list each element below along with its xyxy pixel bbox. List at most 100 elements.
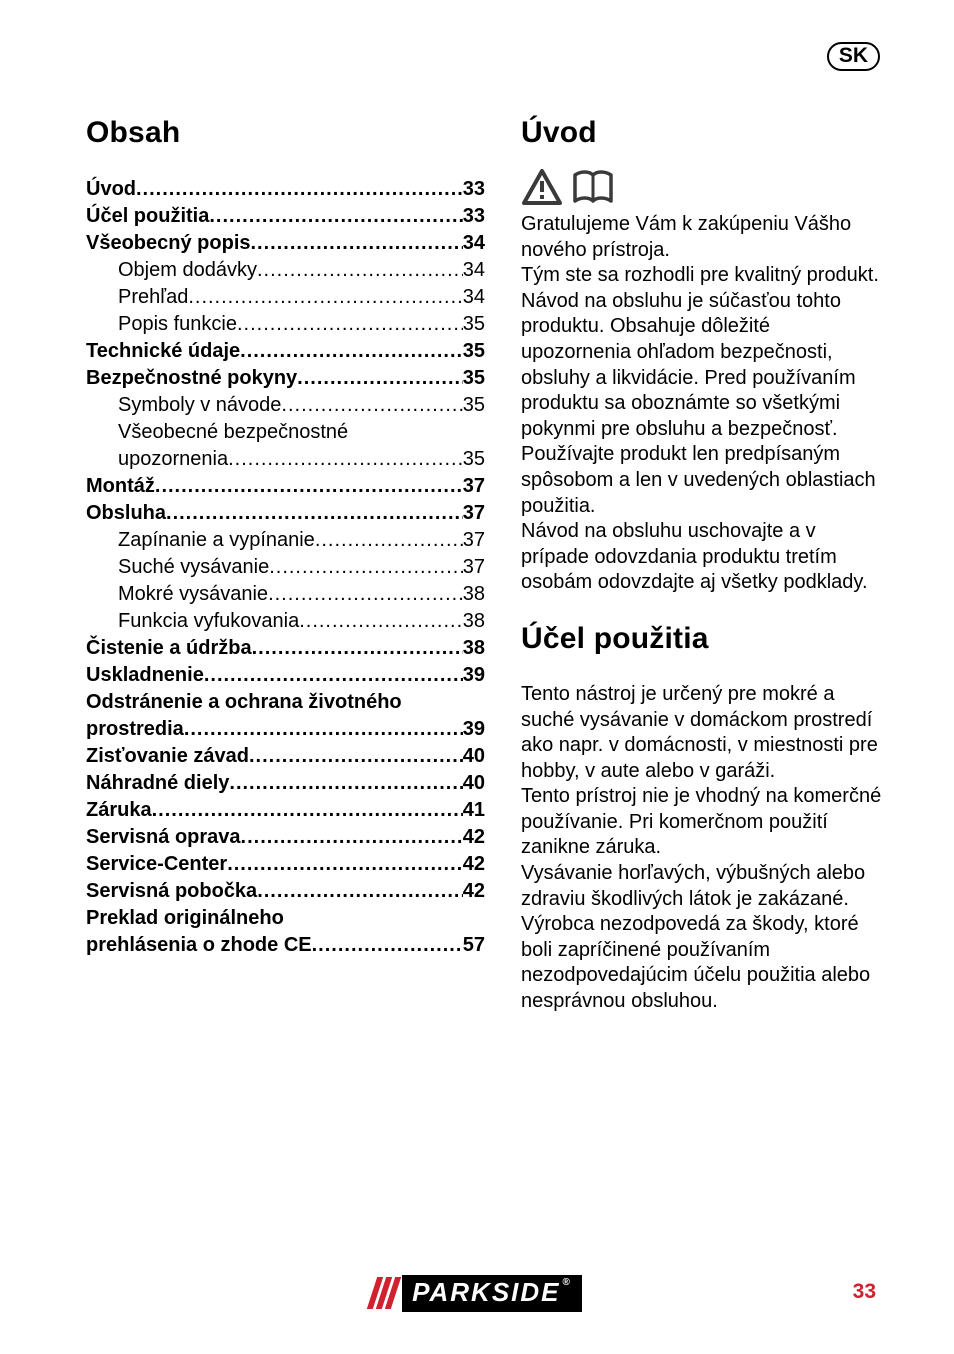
toc-page: 33 <box>463 176 485 203</box>
toc-sub-entry: Popis funkcie 35 <box>86 311 485 338</box>
toc-label: Zapínanie a vypínanie <box>118 527 315 554</box>
toc-label: Zisťovanie závad <box>86 743 249 770</box>
toc-leader <box>155 473 463 500</box>
toc-sub-entry: Všeobecné bezpečnostné <box>86 419 485 446</box>
toc-page: 38 <box>463 635 485 662</box>
warning-icon <box>521 168 563 206</box>
toc-leader <box>257 878 463 905</box>
toc-leader <box>237 311 463 338</box>
toc-main-entry: Čistenie a údržba 38 <box>86 635 485 662</box>
toc-page: 40 <box>463 743 485 770</box>
toc-page: 37 <box>463 473 485 500</box>
toc-main-entry: Technické údaje35 <box>86 338 485 365</box>
toc-page: 35 <box>463 365 485 392</box>
toc-main-entry: Preklad originálneho <box>86 905 485 932</box>
purpose-paragraph: Tento nástroj je určený pre mokré a such… <box>521 682 884 1015</box>
manual-icon <box>571 169 615 205</box>
page-root: SK Obsah Úvod33Účel použitia33Všeobecný … <box>0 0 954 1354</box>
toc-main-entry: Service-Center 42 <box>86 851 485 878</box>
toc-page: 34 <box>463 284 485 311</box>
content-columns: Obsah Úvod33Účel použitia33Všeobecný pop… <box>86 116 884 1015</box>
toc-label: Popis funkcie <box>118 311 237 338</box>
toc-page: 35 <box>463 311 485 338</box>
toc-leader <box>204 662 463 689</box>
toc-leader <box>241 824 463 851</box>
toc-page: 35 <box>463 392 485 419</box>
toc-main-entry: Zisťovanie závad 40 <box>86 743 485 770</box>
toc-page: 34 <box>463 257 485 284</box>
toc-leader <box>315 527 463 554</box>
toc-leader <box>227 851 463 878</box>
toc-leader <box>184 716 463 743</box>
toc-page: 42 <box>463 851 485 878</box>
toc-page: 39 <box>463 662 485 689</box>
brand-wordmark: PARKSIDE® <box>402 1275 582 1312</box>
toc-leader <box>249 743 463 770</box>
toc-label: Obsluha <box>86 500 166 527</box>
toc-page: 38 <box>463 608 485 635</box>
toc-page: 34 <box>463 230 485 257</box>
toc-label: prehlásenia o zhode CE <box>86 932 312 959</box>
toc-label: Service-Center <box>86 851 227 878</box>
toc-leader <box>166 500 463 527</box>
table-of-contents: Úvod 33 Účel použitia 33 Všeobecný popis 34 Ob… <box>86 176 485 959</box>
toc-label: Prehľad <box>118 284 188 311</box>
toc-main-entry: Účel použitia 33 <box>86 203 485 230</box>
toc-leader <box>299 608 463 635</box>
toc-label: upozornenia <box>118 446 228 473</box>
toc-leader <box>257 257 463 284</box>
uvod-heading: Úvod <box>521 116 884 150</box>
toc-page: 57 <box>463 932 485 959</box>
toc-label: Bezpečnostné pokyny <box>86 365 297 392</box>
toc-label: Náhradné diely <box>86 770 229 797</box>
intro-paragraph: Gratulujeme Vám k zakúpeniu Vášho nového… <box>521 212 884 596</box>
right-column: Úvod Gratulujeme Vám k zakúpeniu Vášho n… <box>521 116 884 1015</box>
toc-label: Čistenie a údržba <box>86 635 252 662</box>
toc-sub-entry: Funkcia vyfukovania 38 <box>86 608 485 635</box>
toc-label: Preklad originálneho <box>86 905 284 932</box>
toc-page: 42 <box>463 878 485 905</box>
toc-leader <box>312 932 463 959</box>
toc-label: Všeobecné bezpečnostné <box>118 419 348 446</box>
toc-leader <box>251 230 463 257</box>
toc-leader <box>152 797 463 824</box>
toc-sub-entry: Zapínanie a vypínanie37 <box>86 527 485 554</box>
toc-main-entry: Záruka 41 <box>86 797 485 824</box>
toc-leader <box>252 635 463 662</box>
locale-badge: SK <box>827 42 880 71</box>
toc-label: Servisná pobočka <box>86 878 257 905</box>
toc-label: Všeobecný popis <box>86 230 251 257</box>
toc-sub-entry: upozornenia35 <box>86 446 485 473</box>
toc-leader <box>297 365 463 392</box>
toc-main-entry: Odstránenie a ochrana životného <box>86 689 485 716</box>
toc-sub-entry: Prehľad 34 <box>86 284 485 311</box>
toc-page: 33 <box>463 203 485 230</box>
toc-main-entry: Bezpečnostné pokyny 35 <box>86 365 485 392</box>
toc-label: Mokré vysávanie <box>118 581 268 608</box>
toc-label: prostredia <box>86 716 184 743</box>
toc-page: 39 <box>463 716 485 743</box>
toc-main-entry: Servisná pobočka 42 <box>86 878 485 905</box>
toc-main-entry: Obsluha 37 <box>86 500 485 527</box>
brand-logo: PARKSIDE® <box>372 1276 582 1310</box>
toc-label: Montáž <box>86 473 155 500</box>
footer: PARKSIDE® <box>0 1276 954 1310</box>
toc-leader <box>228 446 463 473</box>
toc-leader <box>209 203 462 230</box>
toc-label: Účel použitia <box>86 203 209 230</box>
toc-sub-entry: Symboly v návode35 <box>86 392 485 419</box>
toc-page: 42 <box>463 824 485 851</box>
toc-label: Suché vysávanie <box>118 554 269 581</box>
toc-main-entry: Všeobecný popis 34 <box>86 230 485 257</box>
toc-page: 37 <box>463 500 485 527</box>
toc-main-entry: Uskladnenie 39 <box>86 662 485 689</box>
toc-label: Servisná oprava <box>86 824 241 851</box>
toc-label: Úvod <box>86 176 136 203</box>
toc-label: Funkcia vyfukovania <box>118 608 299 635</box>
toc-label: Uskladnenie <box>86 662 204 689</box>
toc-label: Záruka <box>86 797 152 824</box>
toc-page: 41 <box>463 797 485 824</box>
toc-page: 40 <box>463 770 485 797</box>
toc-sub-entry: Mokré vysávanie38 <box>86 581 485 608</box>
toc-leader <box>240 338 463 365</box>
